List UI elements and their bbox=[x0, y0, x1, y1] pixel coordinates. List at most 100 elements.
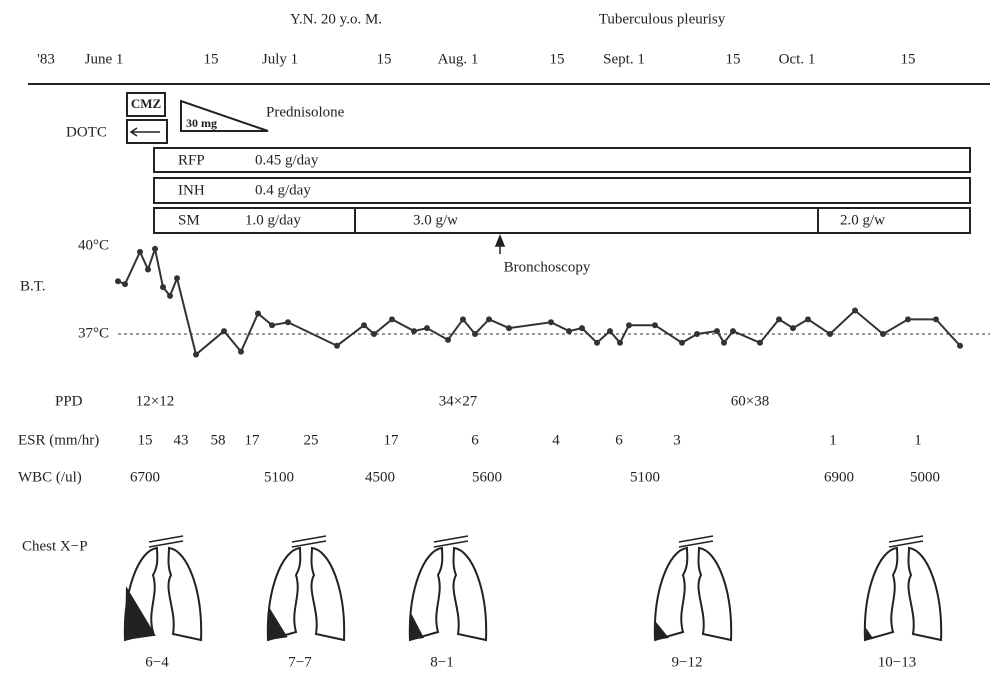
temperature-point bbox=[957, 343, 963, 349]
temperature-point bbox=[933, 316, 939, 322]
timeline-label: 15 bbox=[901, 51, 916, 67]
drug-label: RFP bbox=[178, 152, 205, 168]
temperature-point bbox=[115, 278, 121, 284]
temperature-point bbox=[334, 343, 340, 349]
temperature-point bbox=[594, 340, 600, 346]
bt-label: B.T. bbox=[20, 278, 46, 294]
lab-value: 3 bbox=[673, 432, 681, 448]
temperature-point bbox=[548, 319, 554, 325]
timeline-label: July 1 bbox=[262, 51, 298, 67]
lab-value: 5100 bbox=[630, 469, 660, 485]
temperature-point bbox=[721, 340, 727, 346]
y-tick-label: 40°C bbox=[78, 237, 109, 253]
bronchoscopy-label: Bronchoscopy bbox=[504, 259, 591, 275]
lab-value: 5000 bbox=[910, 469, 940, 485]
timeline-label: 15 bbox=[204, 51, 219, 67]
xp-label: Chest X−P bbox=[22, 538, 88, 554]
timeline-label: 15 bbox=[550, 51, 565, 67]
temperature-point bbox=[174, 275, 180, 281]
lab-value: 34×27 bbox=[439, 393, 478, 409]
timeline-label: 15 bbox=[726, 51, 741, 67]
temperature-point bbox=[160, 284, 166, 290]
temperature-point bbox=[579, 325, 585, 331]
temperature-point bbox=[193, 352, 199, 358]
temperature-point bbox=[626, 322, 632, 328]
effusion-shadow bbox=[268, 607, 288, 640]
lab-value: 4500 bbox=[365, 469, 395, 485]
trachea bbox=[292, 536, 326, 547]
temperature-point bbox=[361, 322, 367, 328]
lab-value: 1 bbox=[914, 432, 922, 448]
temperature-point bbox=[472, 331, 478, 337]
drug-dose: 30 mg bbox=[186, 116, 217, 130]
timeline-label: 15 bbox=[377, 51, 392, 67]
lab-label: ESR (mm/hr) bbox=[18, 432, 99, 448]
temperature-point bbox=[238, 349, 244, 355]
lab-value: 17 bbox=[384, 432, 400, 448]
drug-label: Prednisolone bbox=[266, 104, 345, 120]
lung-left bbox=[453, 548, 486, 640]
drug-dose: 3.0 g/w bbox=[413, 212, 458, 228]
lab-value: 6 bbox=[615, 432, 623, 448]
temperature-point bbox=[122, 281, 128, 287]
xp-date: 9−12 bbox=[672, 654, 703, 670]
temperature-point bbox=[424, 325, 430, 331]
temperature-point bbox=[776, 316, 782, 322]
temperature-point bbox=[152, 246, 158, 252]
temperature-point bbox=[805, 316, 811, 322]
effusion-shadow bbox=[865, 628, 873, 640]
trachea bbox=[149, 536, 183, 547]
lung-right bbox=[655, 548, 687, 640]
lung-left bbox=[908, 548, 941, 640]
lung-left bbox=[168, 548, 201, 640]
lab-value: 25 bbox=[304, 432, 319, 448]
temperature-point bbox=[757, 340, 763, 346]
temperature-point bbox=[255, 310, 261, 316]
temperature-point bbox=[285, 319, 291, 325]
lab-value: 6700 bbox=[130, 469, 160, 485]
temperature-point bbox=[827, 331, 833, 337]
lab-value: 15 bbox=[138, 432, 153, 448]
drug-label: DOTC bbox=[66, 124, 107, 140]
temperature-point bbox=[679, 340, 685, 346]
xp-date: 6−4 bbox=[145, 654, 169, 670]
temperature-point bbox=[269, 322, 275, 328]
temperature-point bbox=[694, 331, 700, 337]
temperature-point bbox=[905, 316, 911, 322]
lab-value: 60×38 bbox=[731, 393, 769, 409]
bronchoscopy-arrow bbox=[496, 236, 504, 254]
effusion-shadow bbox=[410, 613, 424, 640]
temperature-point bbox=[389, 316, 395, 322]
lab-label: WBC (/ul) bbox=[18, 469, 82, 485]
lab-label: PPD bbox=[55, 393, 83, 409]
temperature-point bbox=[607, 328, 613, 334]
xp-date: 7−7 bbox=[288, 654, 312, 670]
lung-left bbox=[698, 548, 731, 640]
temperature-point bbox=[566, 328, 572, 334]
temperature-point bbox=[145, 266, 151, 272]
patient: Y.N. 20 y.o. M. bbox=[290, 11, 382, 27]
lab-value: 17 bbox=[245, 432, 261, 448]
lab-value: 58 bbox=[211, 432, 226, 448]
temperature-point bbox=[617, 340, 623, 346]
temperature-point bbox=[652, 322, 658, 328]
drug-dose: 0.45 g/day bbox=[255, 152, 319, 168]
drug-dose: 1.0 g/day bbox=[245, 212, 301, 228]
temperature-point bbox=[411, 328, 417, 334]
trachea bbox=[679, 536, 713, 547]
year: '83 bbox=[37, 51, 55, 67]
lab-value: 4 bbox=[552, 432, 560, 448]
timeline-label: Oct. 1 bbox=[779, 51, 816, 67]
drug-label: INH bbox=[178, 182, 205, 198]
temperature-point bbox=[137, 249, 143, 255]
lab-value: 43 bbox=[174, 432, 189, 448]
lung-left bbox=[311, 548, 344, 640]
drug-dose: 0.4 g/day bbox=[255, 182, 311, 198]
xp-date: 10−13 bbox=[878, 654, 916, 670]
drug-label: SM bbox=[178, 212, 200, 228]
temperature-point bbox=[167, 293, 173, 299]
temperature-point bbox=[460, 316, 466, 322]
lab-value: 5100 bbox=[264, 469, 294, 485]
timeline-label: June 1 bbox=[85, 51, 124, 67]
lab-value: 6 bbox=[471, 432, 479, 448]
